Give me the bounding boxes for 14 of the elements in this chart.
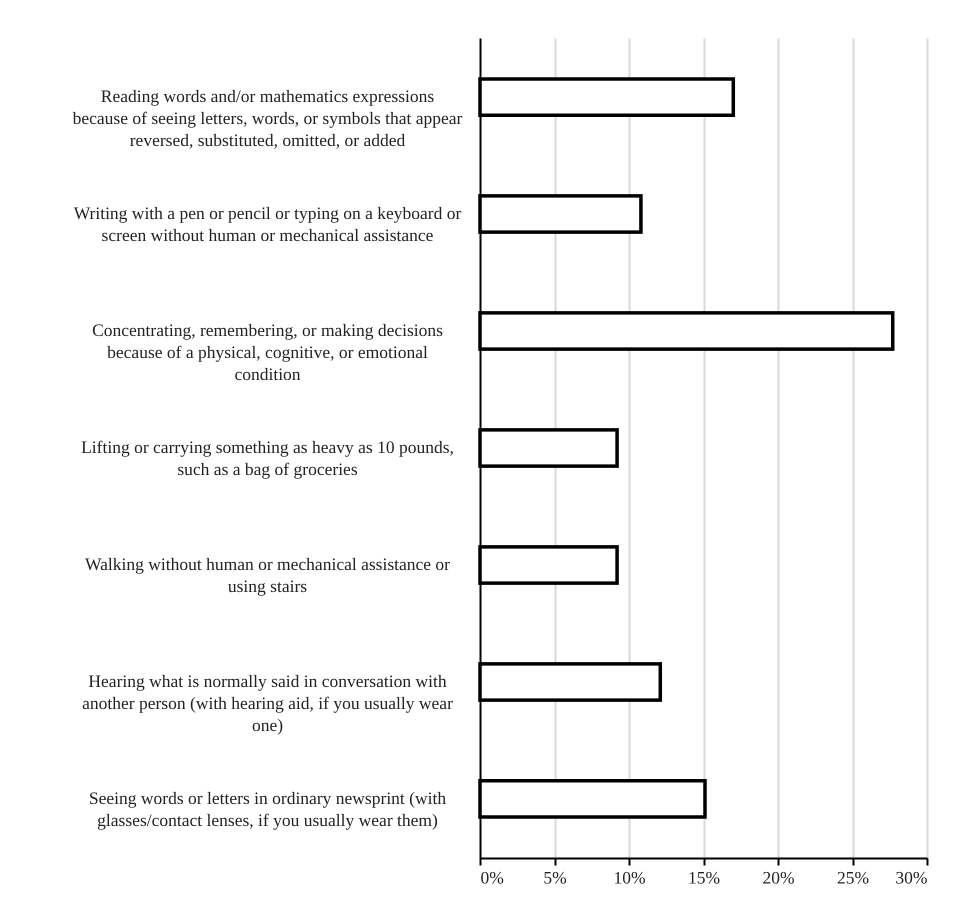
y-tick-label: Walking without human or mechanical assistance or using stairs: [84, 554, 450, 596]
x-tick-label: 5%: [543, 868, 567, 888]
x-tick-label: 30%: [895, 868, 928, 888]
x-tick-label: 15%: [688, 868, 720, 888]
y-tick-label: Concentrating, remembering, or making decisions because of a physical, cognitive, or emotional condition: [92, 320, 444, 384]
x-tick-label: 25%: [836, 868, 870, 888]
x-tick-label: 10%: [613, 868, 646, 888]
y-tick-label: Lifting or carrying something as heavy as 10 pounds, such as a bag of groceries: [81, 437, 454, 479]
x-tick-label: 20%: [762, 868, 795, 888]
y-tick-label: Writing with a pen or pencil or typing on a keyboard or screen without human or mechanical assistance: [74, 203, 462, 246]
y-tick-label: Reading words and/or mathematics expressions because of seeing letters, words, or symbols that appear reversed, substituted, omitted, or added: [72, 86, 463, 150]
x-tick-label: 0%: [480, 868, 504, 888]
y-tick-label: Seeing words or letters in ordinary newsprint (with glasses/contact lenses, if you usually wear them): [88, 788, 446, 830]
y-tick-label: Hearing what is normally said in conversation with another person (with hearing aid, if you usually wear one): [82, 670, 454, 735]
